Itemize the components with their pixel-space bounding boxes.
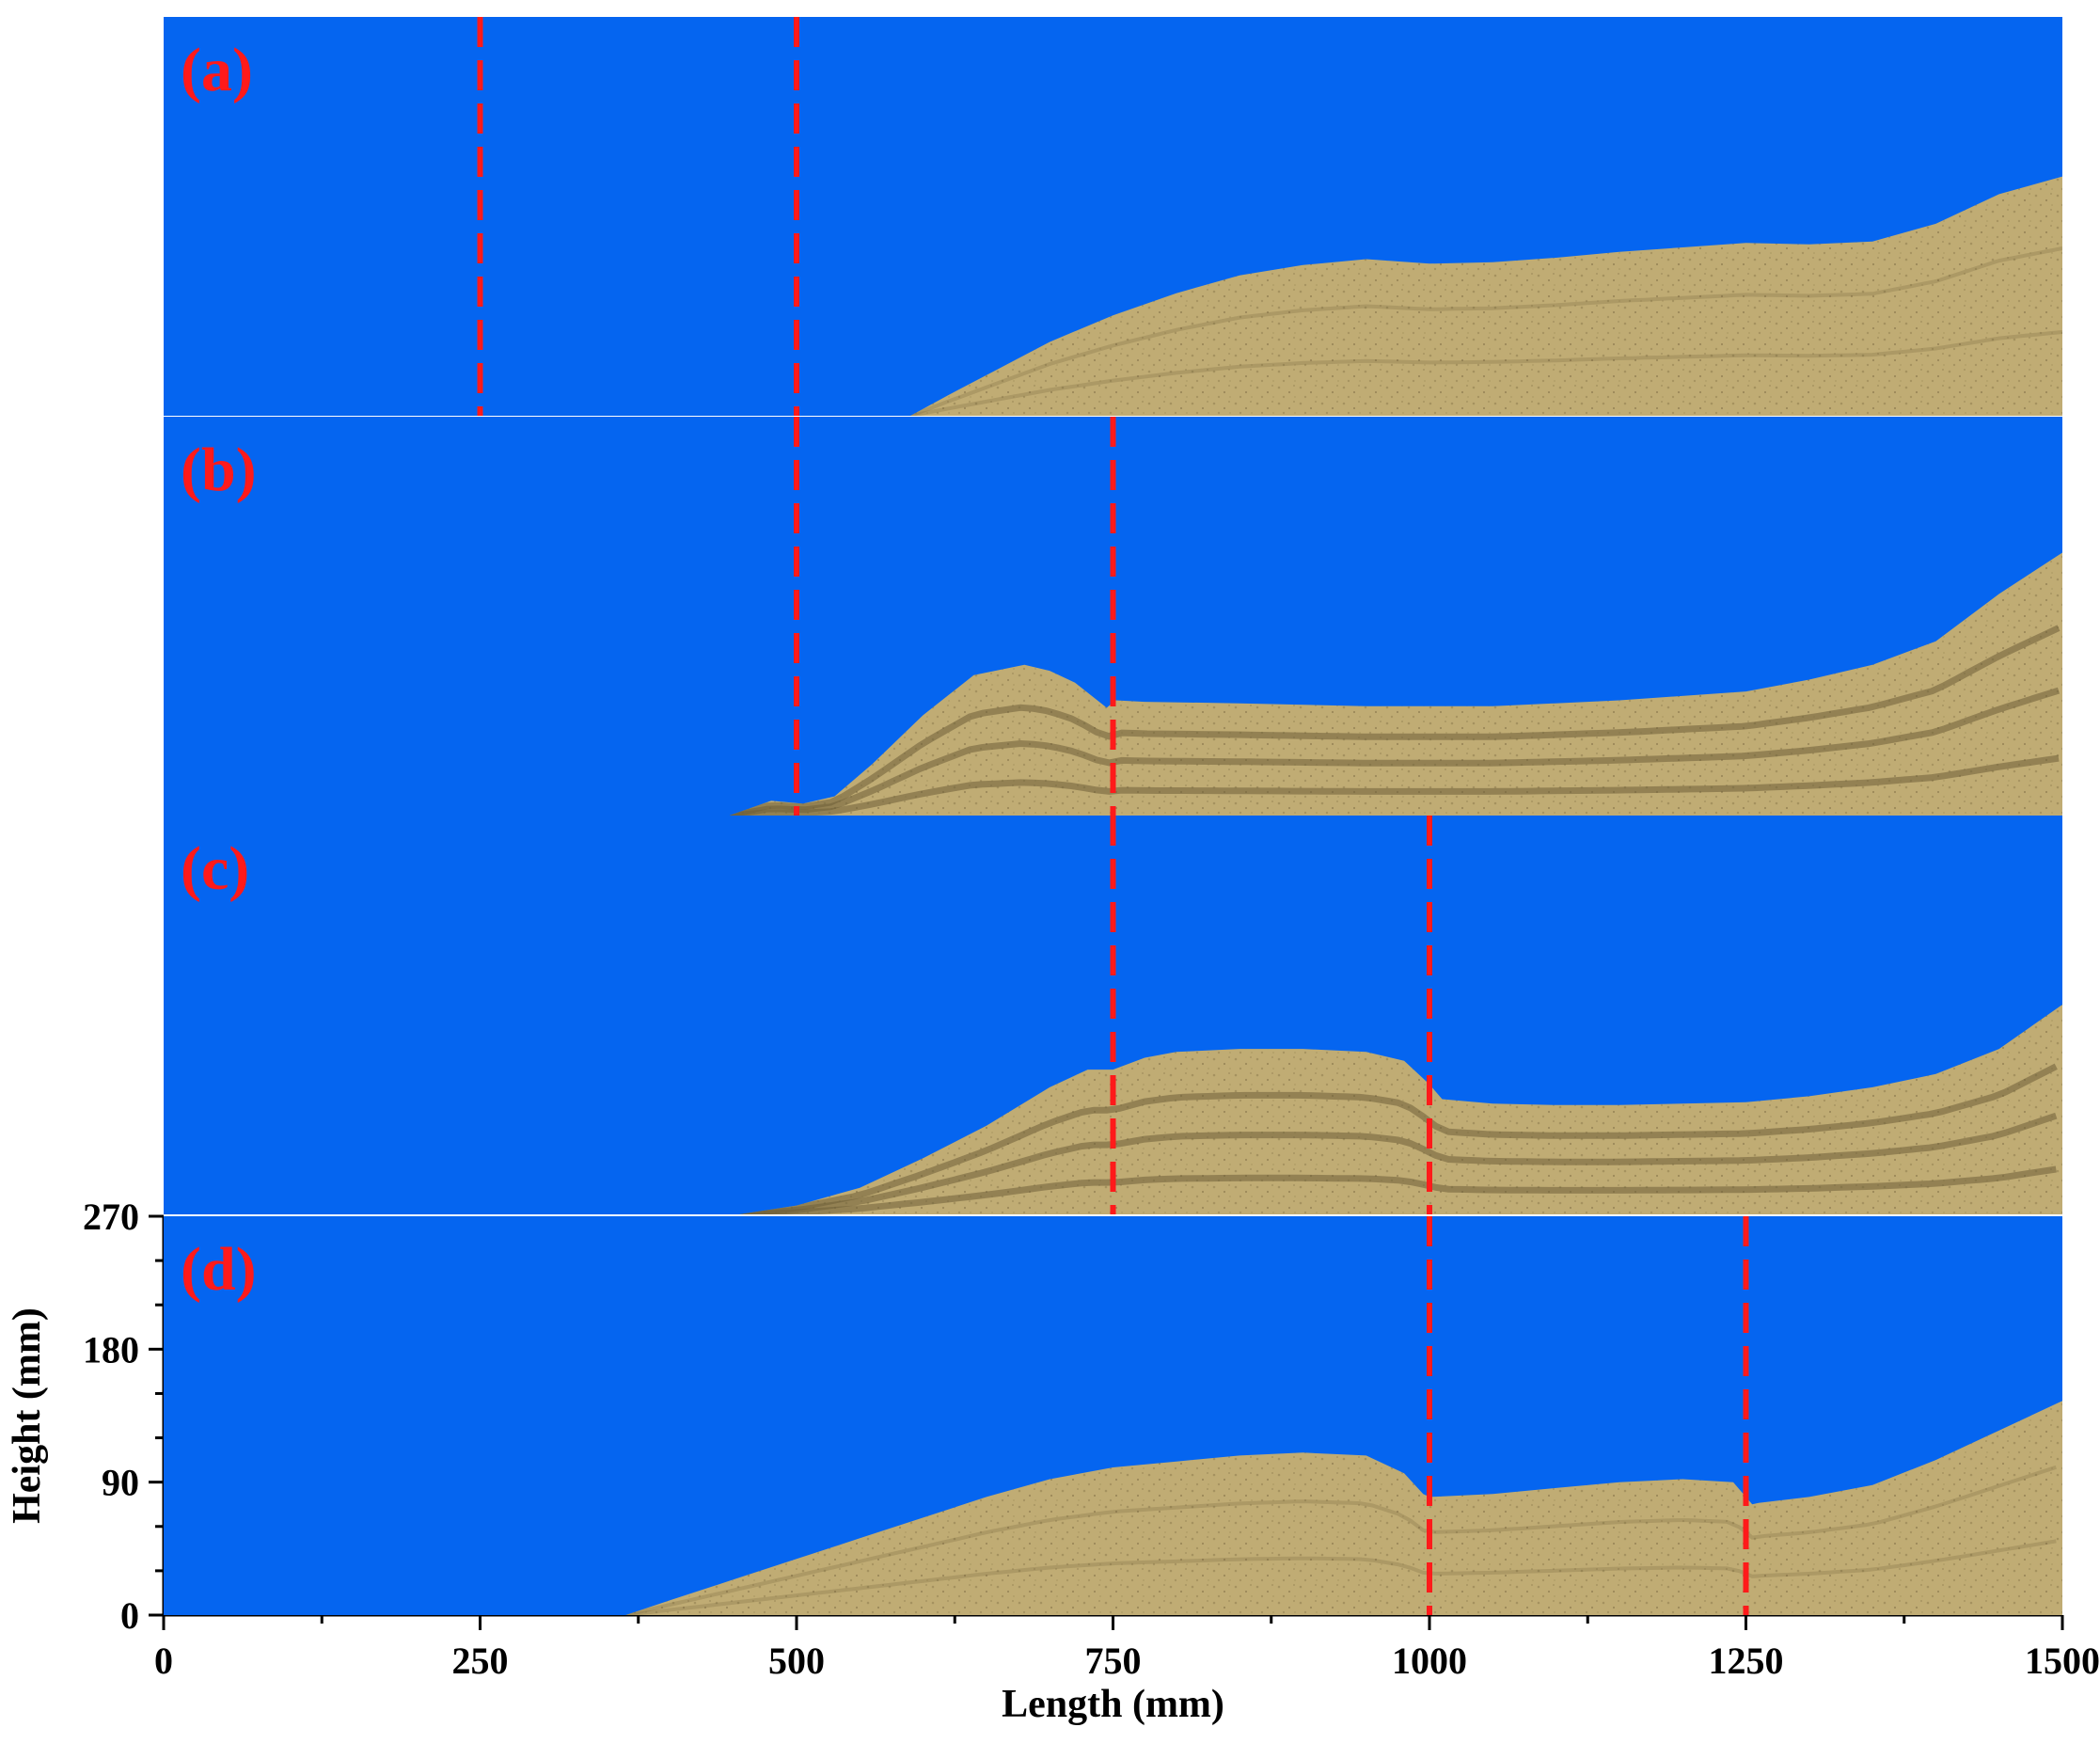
sand-layer-line (910, 246, 2062, 416)
position-markers (1427, 1216, 1749, 1615)
x-tick-label: 750 (1085, 1640, 1142, 1682)
x-tick-label: 0 (154, 1640, 173, 1682)
y-tick-label: 90 (102, 1462, 139, 1504)
panel-label: (c) (181, 834, 249, 903)
sand-layer-line (729, 687, 2061, 816)
x-tick-label: 250 (452, 1640, 509, 1682)
x-tick-label: 500 (768, 1640, 825, 1682)
position-markers (477, 17, 799, 416)
sand-profile-area (625, 1401, 2062, 1615)
panel-c: (c) (164, 816, 2062, 1214)
sand-layering (739, 1063, 2058, 1214)
position-markers (1110, 816, 1432, 1214)
sand-layer-line (729, 754, 2060, 816)
x-tick-label: 1500 (2025, 1640, 2100, 1682)
sand-profile-area (910, 176, 2062, 416)
y-axis-ticks: 0 90 180 270 (83, 1196, 164, 1637)
sand-layering (729, 625, 2061, 816)
sand-layering (910, 246, 2062, 416)
x-axis-title: Length (mm) (1002, 1683, 1224, 1726)
y-tick-label: 180 (83, 1328, 139, 1371)
position-markers (794, 417, 1116, 816)
sand-layer-line (739, 1063, 2058, 1214)
panel-label: (a) (181, 36, 253, 104)
panel-label: (b) (181, 436, 257, 504)
sand-layering (625, 1465, 2057, 1615)
panel-d: (d) (164, 1216, 2062, 1615)
sand-layer-line (739, 1165, 2057, 1214)
y-axis-title: Height (mm) (6, 1307, 49, 1524)
panel-b: (b) (164, 417, 2063, 816)
sand-layer-line (739, 1112, 2058, 1214)
x-tick-label: 1000 (1392, 1640, 1467, 1682)
sand-layer-line (910, 330, 2062, 416)
sand-layer-line (625, 1539, 2057, 1615)
x-axis-ticks: 0 250 500 750 1000 1250 1500 (154, 1615, 2100, 1682)
x-tick-label: 1250 (1709, 1640, 1784, 1682)
panel-label: (d) (181, 1235, 257, 1304)
axes: 0 250 500 750 1000 1250 1500 0 90 180 270 Length … (6, 1196, 2100, 1726)
panel-a: (a) (164, 17, 2062, 416)
panels: (a) (b) (c) (d) (164, 17, 2063, 1615)
sand-layer-line (729, 625, 2061, 816)
sand-layer-line (625, 1465, 2057, 1615)
y-tick-label: 270 (83, 1196, 139, 1238)
y-tick-label: 0 (120, 1594, 139, 1637)
